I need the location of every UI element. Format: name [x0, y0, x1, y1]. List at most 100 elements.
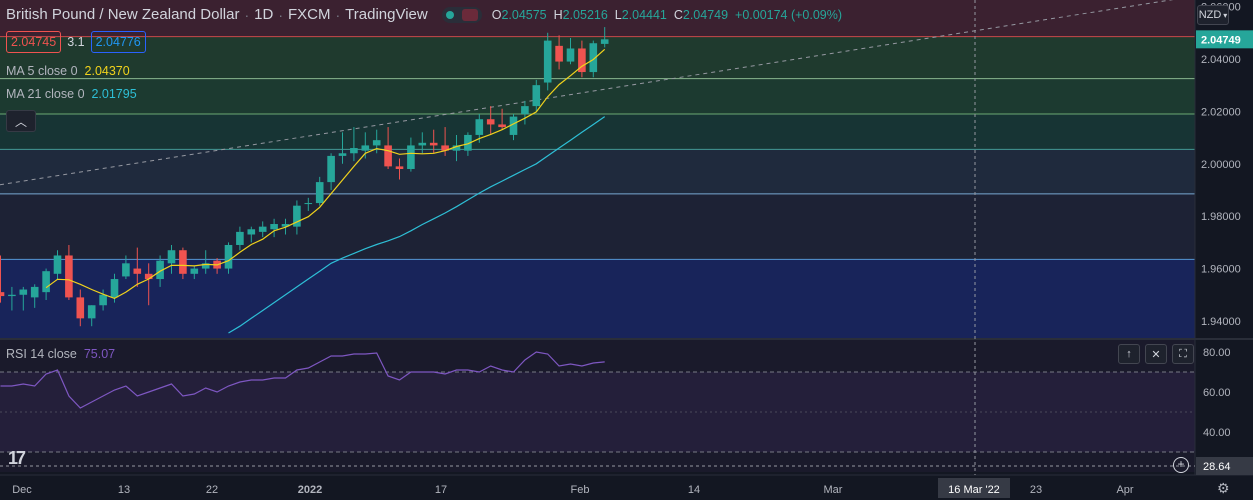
ma21-legend[interactable]: MA 21 close 0 2.01795: [6, 87, 137, 101]
gear-icon[interactable]: ⚙: [1217, 480, 1230, 496]
candle-body: [361, 145, 370, 151]
time-tick-label: Apr: [1116, 484, 1133, 496]
candle-body: [338, 153, 347, 156]
close-pane-button[interactable]: ✕: [1145, 344, 1167, 364]
candle-body: [0, 292, 5, 297]
candle-body: [441, 145, 449, 151]
axis-layer[interactable]: 2.060002.040002.020002.000001.980001.960…: [12, 2, 1253, 498]
candle-body: [99, 294, 107, 306]
fib-zone: [0, 259, 1195, 338]
candle-body: [133, 268, 142, 274]
fib-zone: [0, 113, 1195, 150]
price-tick-label: 2.00000: [1201, 159, 1241, 171]
candle-body: [179, 250, 187, 274]
candle-body: [395, 166, 404, 169]
ohlc-readout: O2.04575 H2.05216 L2.04441 C2.04749 +0.0…: [491, 7, 843, 22]
candle-body: [350, 148, 358, 154]
time-tick-label: Feb: [571, 484, 590, 496]
rsi-tick-label: 80.00: [1203, 347, 1231, 359]
ma5-legend[interactable]: MA 5 close 0 2.04370: [6, 64, 130, 78]
candle-body: [167, 250, 176, 264]
crosshair-rsi-tag: [1196, 457, 1253, 475]
candle-body: [407, 145, 415, 169]
last-price-label: 2.04749: [1201, 34, 1241, 46]
candle-body: [201, 263, 210, 269]
rsi-value: 75.07: [83, 347, 116, 361]
price-tick-label: 2.04000: [1201, 54, 1241, 66]
candle-body: [521, 106, 529, 114]
price-tick-label: 2.02000: [1201, 106, 1241, 118]
candle-body: [270, 224, 278, 230]
fib-zone: [0, 149, 1195, 194]
candle-body: [236, 231, 244, 245]
candle-body: [589, 43, 598, 73]
move-pane-up-button[interactable]: ↑: [1118, 344, 1140, 364]
collapse-legend-button[interactable]: ︿: [6, 110, 36, 132]
chevron-down-icon: ▾: [1223, 10, 1228, 20]
crosshair-date-label: 16 Mar '22: [948, 484, 1000, 496]
rsi-legend[interactable]: RSI 14 close 75.07: [6, 347, 116, 361]
candle-body: [372, 140, 381, 146]
time-tick-label: 13: [118, 484, 130, 496]
separator: ·: [278, 6, 283, 23]
candle-body: [555, 45, 563, 62]
candle-body: [532, 85, 541, 107]
candle-body: [190, 268, 199, 274]
rsi-tick-label: 40.00: [1203, 427, 1231, 439]
maximize-pane-button[interactable]: ⛶: [1172, 344, 1194, 364]
time-tick-label: Dec: [12, 484, 32, 496]
candle-body: [281, 224, 290, 227]
chevron-up-icon: ︿: [14, 114, 27, 129]
arrow-up-icon: ↑: [1126, 348, 1132, 360]
grid-layer: [0, 0, 1253, 476]
price-tick-label: 1.96000: [1201, 264, 1241, 276]
candle-body: [87, 305, 96, 319]
quote-widget: 2.04745 3.1 2.04776: [6, 31, 146, 53]
trend-line: [0, 0, 1174, 186]
time-tick-label: 2022: [298, 484, 322, 496]
candle-body: [578, 48, 586, 73]
candle-body: [304, 203, 313, 205]
candle-body: [486, 119, 495, 125]
candle-body: [327, 155, 335, 183]
candle-body: [293, 205, 301, 227]
candle-body: [566, 48, 575, 62]
fib-zone: [0, 0, 1195, 37]
candle-body: [429, 142, 438, 146]
interval-label[interactable]: 1D: [254, 6, 274, 23]
currency-label: NZD: [1198, 9, 1222, 21]
fib-zone: [0, 193, 1195, 260]
fib-zone: [0, 36, 1195, 79]
add-crosshair-icon[interactable]: +: [1173, 457, 1189, 473]
symbol-title[interactable]: British Pound / New Zealand Dollar: [6, 6, 240, 23]
currency-selector[interactable]: NZD ▾: [1197, 5, 1229, 25]
exchange-label: FXCM: [287, 6, 331, 23]
candle-body: [384, 145, 392, 167]
candle-body: [122, 263, 130, 277]
tradingview-logo[interactable]: 17: [8, 448, 26, 468]
candle-body: [509, 116, 518, 135]
candle-body: [30, 286, 39, 298]
market-status-toggle[interactable]: [441, 6, 482, 23]
price-tick-label: 1.98000: [1201, 211, 1241, 223]
candle-body: [452, 145, 461, 151]
candle-body: [8, 294, 16, 297]
candle-body: [53, 255, 62, 274]
price-pane[interactable]: [0, 27, 609, 334]
crosshair-date-tag: [938, 478, 1010, 498]
buy-button[interactable]: 2.04776: [90, 31, 146, 53]
rsi-pane[interactable]: [0, 351, 605, 409]
candle-body: [315, 182, 324, 204]
ma5-value: 2.04370: [84, 64, 130, 78]
candle-body: [475, 119, 484, 135]
sell-button[interactable]: 2.04745: [6, 31, 62, 53]
candle-body: [65, 255, 73, 298]
last-price-tag: [1196, 30, 1253, 49]
candle-body: [464, 134, 472, 151]
candle-body: [498, 124, 506, 128]
time-tick-label: 14: [688, 484, 700, 496]
candle-body: [110, 279, 119, 298]
spread-label: 3.1: [67, 35, 85, 49]
candle-body: [600, 39, 609, 44]
